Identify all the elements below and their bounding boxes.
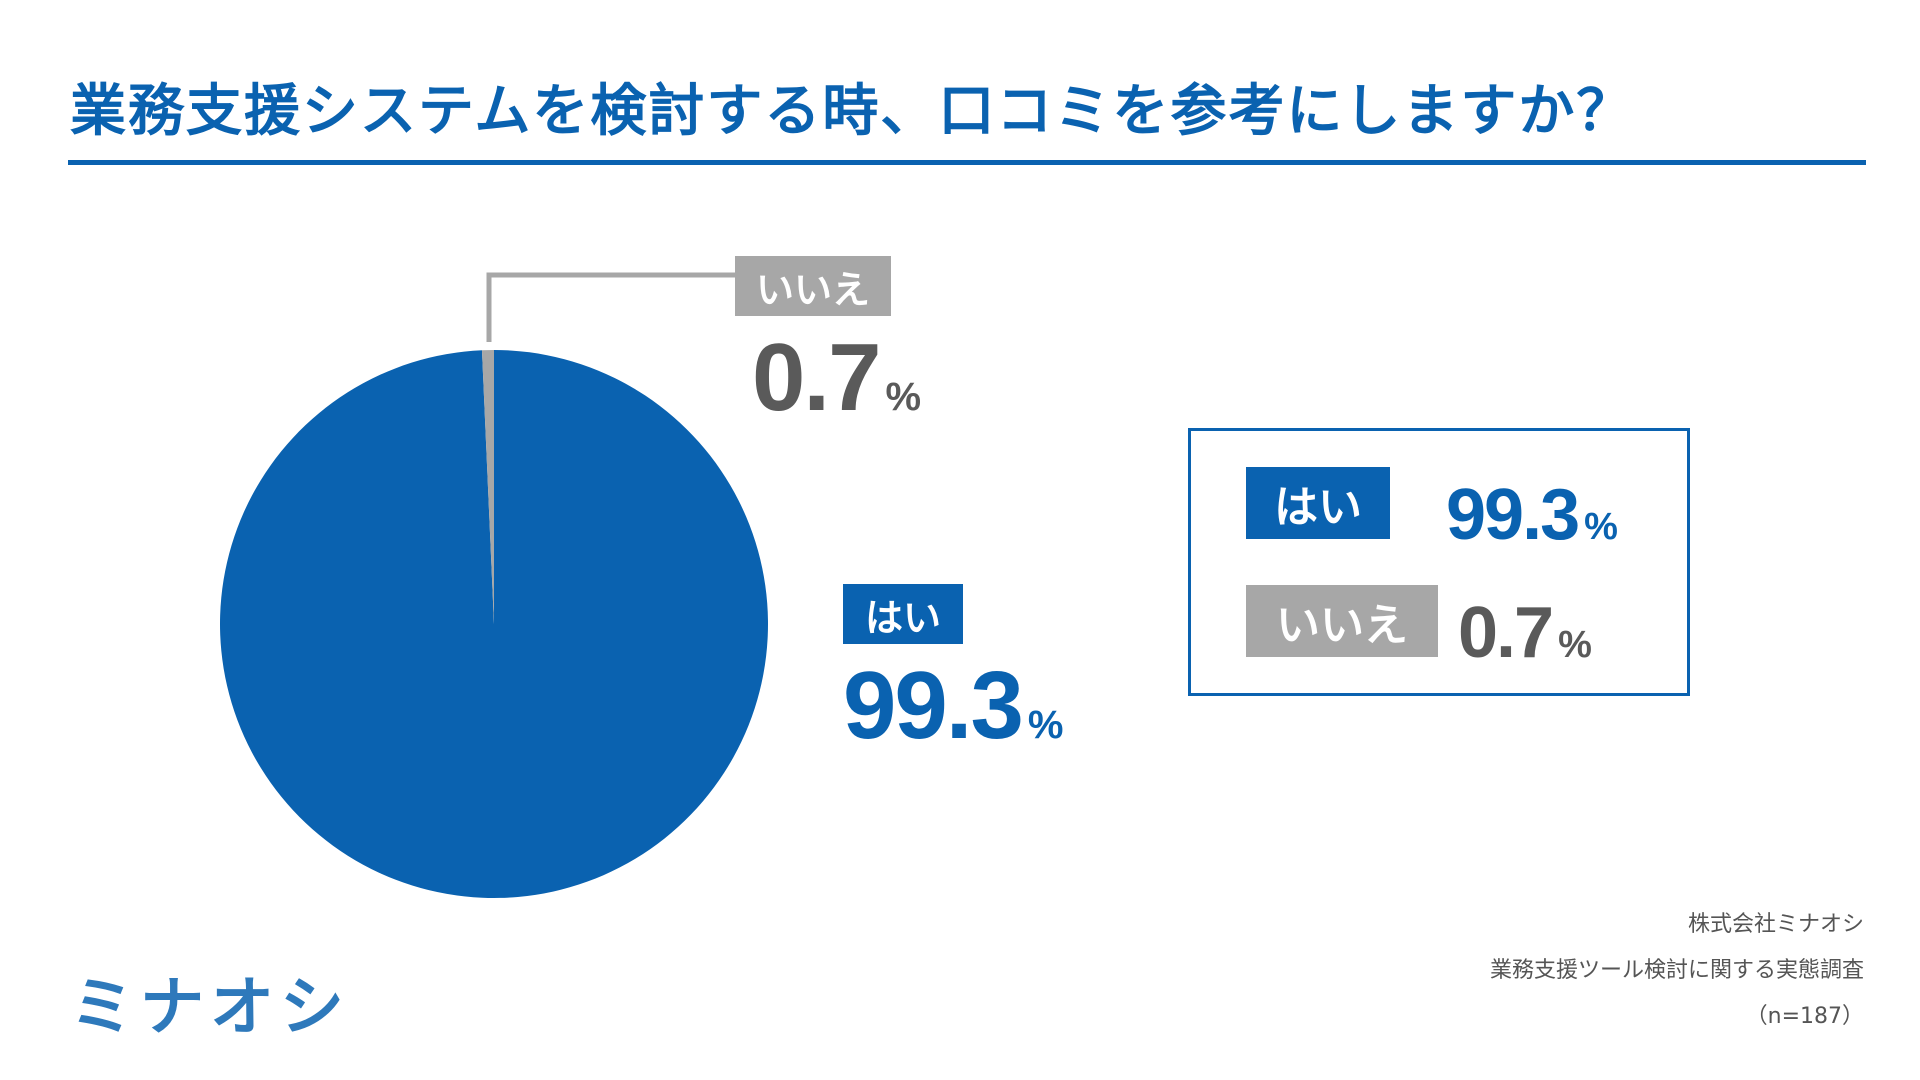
legend-yes-number: 99.3 — [1446, 475, 1580, 555]
legend-yes-label: はい — [1246, 467, 1390, 539]
legend-no-number: 0.7 — [1458, 593, 1554, 673]
legend-no-value: 0.7% — [1458, 597, 1592, 681]
source-sample: （n=187） — [1745, 1004, 1864, 1029]
pie-slices — [220, 350, 769, 899]
legend-no-unit: % — [1558, 624, 1592, 666]
legend-no-label: いいえ — [1246, 585, 1438, 657]
callout-yes-value: 99.3% — [843, 658, 1063, 773]
page-title: 業務支援システムを検討する時、口コミを参考にしますか？ — [70, 79, 1635, 144]
callout-yes-number: 99.3 — [843, 652, 1024, 759]
leader-line — [486, 272, 735, 342]
source-company: 株式会社ミナオシ — [1687, 912, 1864, 937]
legend-yes-value: 99.3% — [1446, 479, 1618, 563]
callout-no-number: 0.7 — [752, 324, 881, 431]
source-survey: 業務支援ツール検討に関する実態調査 — [1489, 958, 1864, 983]
callout-no-value: 0.7% — [752, 330, 921, 445]
minaoshi-logo: ミナオシ — [70, 971, 350, 1045]
legend-box — [1188, 428, 1690, 696]
callout-yes-label: はい — [843, 584, 963, 644]
legend-yes-unit: % — [1584, 506, 1618, 548]
pie-slice-no — [481, 350, 494, 624]
callout-no-unit: % — [885, 375, 922, 419]
pie-slice-yes — [220, 350, 769, 899]
title-underline — [68, 160, 1866, 165]
callout-no-label: いいえ — [735, 256, 891, 316]
callout-yes-unit: % — [1027, 703, 1064, 747]
